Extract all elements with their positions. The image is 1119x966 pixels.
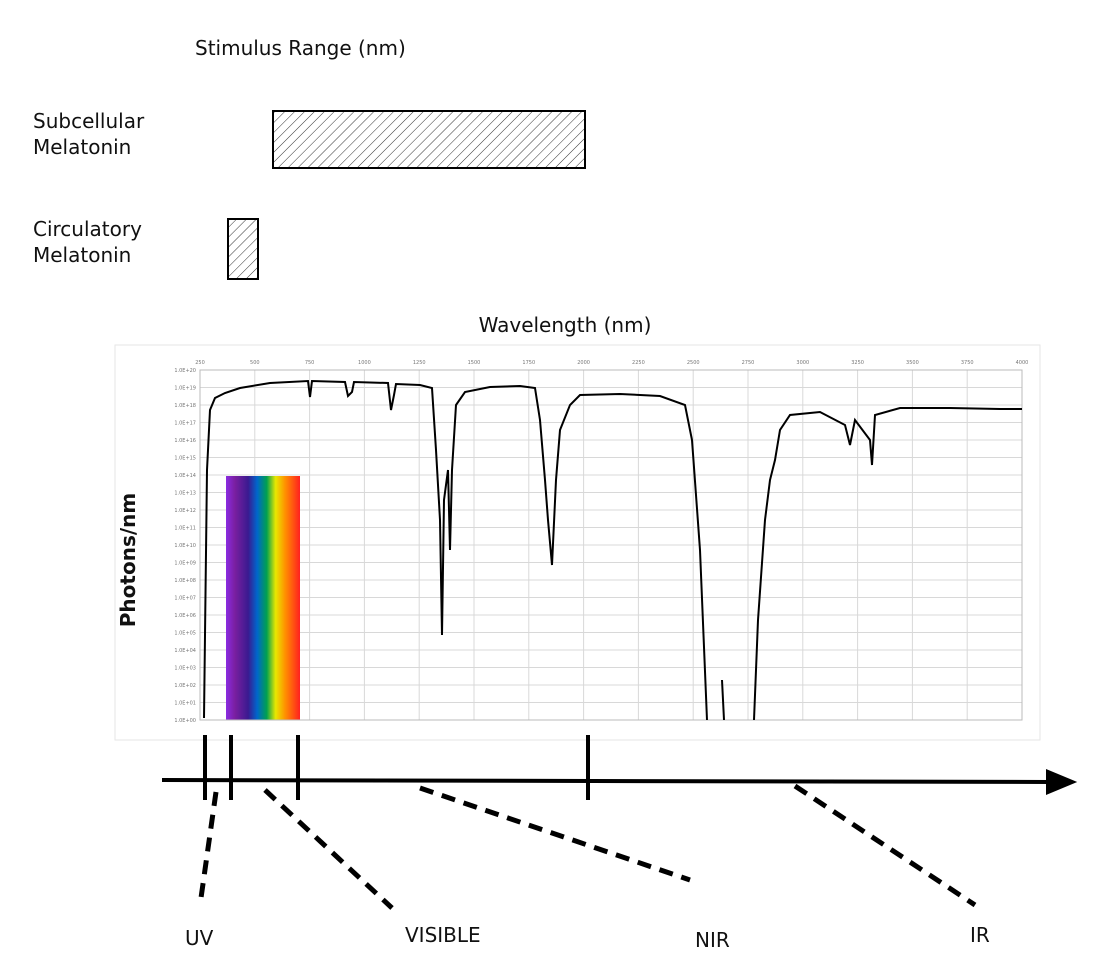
x-tick-label: 2250 xyxy=(632,360,645,366)
x-tick-label: 3750 xyxy=(961,360,974,366)
subcellular-label: Subcellular Melatonin xyxy=(33,109,145,159)
band-pointers xyxy=(197,783,977,910)
y-tick-label: 1.0E+00 xyxy=(174,718,196,724)
x-tick-label: 250 xyxy=(195,360,205,366)
y-axis-label: Photons/nm xyxy=(116,493,140,627)
circulatory-label: Circulatory Melatonin xyxy=(33,217,142,267)
y-tick-label: 1.0E+11 xyxy=(174,526,196,532)
y-tick-label: 1.0E+18 xyxy=(174,403,196,409)
band-arrows xyxy=(161,735,1078,800)
stimulus-title: Stimulus Range (nm) xyxy=(195,36,406,60)
grid: 250 500 750 1000 1250 1500 1750 2000 2250 2500 275… xyxy=(174,360,1028,724)
y-tick-label: 1.0E+10 xyxy=(174,543,196,549)
visible-spectrum xyxy=(226,476,300,720)
nir-label: NIR xyxy=(695,928,730,952)
plot-area xyxy=(199,369,1023,721)
y-tick-label: 1.0E+13 xyxy=(174,491,196,497)
y-tick-label: 1.0E+09 xyxy=(174,561,196,567)
y-tick-label: 1.0E+15 xyxy=(174,456,196,462)
uv-label: UV xyxy=(185,926,214,950)
x-tick-label: 1250 xyxy=(413,360,426,366)
y-tick-label: 1.0E+05 xyxy=(174,631,196,637)
x-tick-label: 3250 xyxy=(851,360,864,366)
chart-title: Wavelength (nm) xyxy=(479,313,652,337)
y-tick-label: 1.0E+06 xyxy=(174,613,196,619)
visible-label: VISIBLE xyxy=(405,923,481,947)
x-tick-label: 3000 xyxy=(796,360,809,366)
y-tick-label: 1.0E+14 xyxy=(174,473,196,479)
y-tick-label: 1.0E+03 xyxy=(174,666,196,672)
x-tick-label: 4000 xyxy=(1016,360,1029,366)
y-tick-label: 1.0E+12 xyxy=(174,508,196,514)
y-tick-label: 1.0E+19 xyxy=(174,386,196,392)
x-tick-label: 750 xyxy=(305,360,315,366)
y-tick-label: 1.0E+01 xyxy=(174,701,196,707)
spectrum-curve xyxy=(203,379,1022,721)
y-tick-label: 1.0E+07 xyxy=(174,596,196,602)
x-tick-label: 2000 xyxy=(577,360,590,366)
ir-label: IR xyxy=(970,923,990,947)
circulatory-range xyxy=(227,218,259,280)
y-tick-label: 1.0E+16 xyxy=(174,438,196,444)
x-tick-label: 500 xyxy=(250,360,260,366)
x-tick-label: 1750 xyxy=(522,360,535,366)
x-tick-label: 3500 xyxy=(906,360,919,366)
subcellular-range xyxy=(272,110,586,169)
x-tick-label: 2500 xyxy=(687,360,700,366)
x-tick-label: 1000 xyxy=(358,360,371,366)
y-tick-label: 1.0E+02 xyxy=(174,683,196,689)
chart-frame xyxy=(114,344,1041,741)
y-tick-label: 1.0E+04 xyxy=(174,648,196,654)
x-tick-label: 2750 xyxy=(742,360,755,366)
y-tick-label: 1.0E+17 xyxy=(174,421,196,427)
y-tick-label: 1.0E+20 xyxy=(174,368,196,374)
x-tick-label: 1500 xyxy=(468,360,481,366)
y-tick-label: 1.0E+08 xyxy=(174,578,196,584)
